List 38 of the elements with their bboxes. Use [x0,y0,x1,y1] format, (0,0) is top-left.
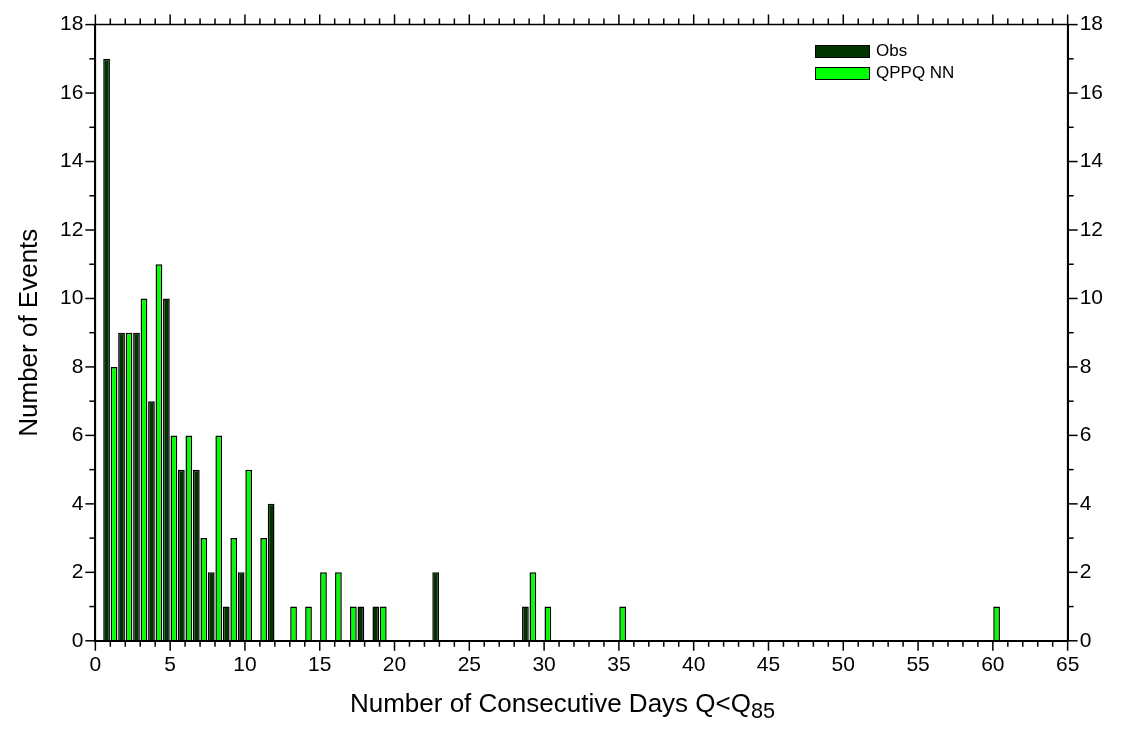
x-tick-label: 20 [382,652,407,676]
y-tick-label: 4 [71,490,84,514]
x-tick-label: 35 [607,652,631,676]
x-tick-label: 65 [1055,652,1080,676]
y-axis-title: Number of Events [13,228,44,437]
y2-tick-label: 4 [1079,490,1092,514]
x-tick-label: 25 [457,652,481,676]
x-axis-title: Number of Consecutive Days Q<Q$_{85}$ [348,688,777,725]
x-tick-label: 5 [164,652,176,676]
x-tick-label: 40 [682,652,706,676]
y-tick-label: 18 [60,11,84,35]
y-tick-label: 14 [60,148,84,172]
x-tick-label: 10 [233,652,257,676]
legend-label: QPPQ NN [876,63,955,83]
y2-tick-label: 8 [1079,353,1092,377]
y-tick-label: 16 [60,79,84,103]
x-tick-label: 45 [756,652,781,676]
y2-tick-label: 6 [1079,422,1092,446]
x-tick-label: 55 [906,652,930,676]
y2-tick-label: 16 [1079,79,1103,103]
y-tick-label: 0 [71,627,84,651]
y2-tick-label: 2 [1079,559,1092,583]
y-tick-label: 8 [71,353,84,377]
y2-tick-label: 0 [1079,627,1092,651]
x-tick-label: 50 [831,652,855,676]
x-tick-label: 15 [308,652,332,676]
y-tick-label: 2 [71,559,84,583]
x-tick-label: 30 [532,652,556,676]
x-tick-label: 60 [981,652,1005,676]
y2-tick-label: 14 [1079,148,1104,172]
legend-label: Obs [876,41,908,61]
y2-tick-label: 10 [1079,285,1103,309]
y-tick-label: 10 [60,285,84,309]
y-tick-label: 6 [71,422,84,446]
x-tick-label: 0 [89,652,102,676]
y2-tick-label: 18 [1079,11,1103,35]
y-tick-label: 12 [60,216,84,240]
y2-tick-label: 12 [1079,216,1103,240]
